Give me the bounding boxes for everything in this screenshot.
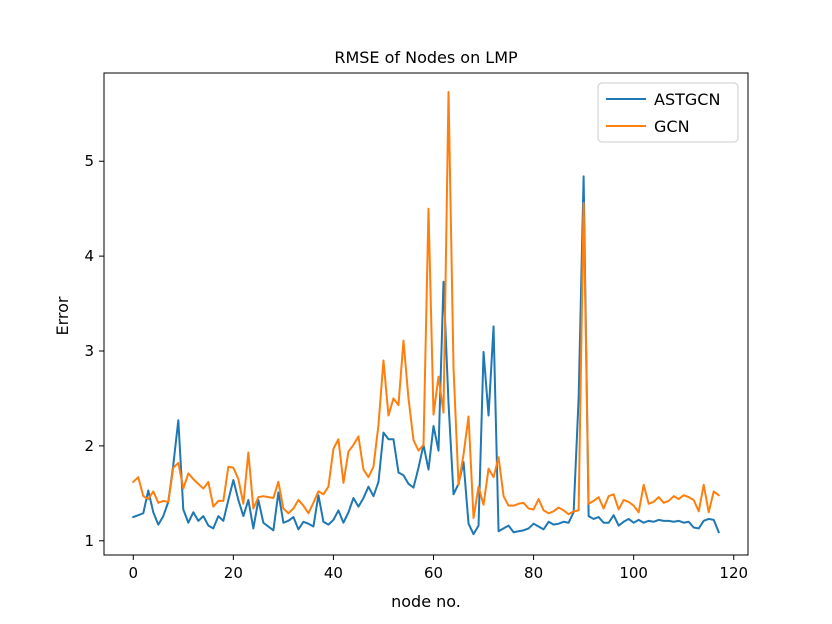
- y-tick-label: 1: [84, 532, 94, 550]
- y-tick-label: 4: [84, 247, 94, 265]
- y-tick-label: 3: [84, 342, 94, 360]
- legend-label-astgcn: ASTGCN: [654, 90, 720, 109]
- series-line-astgcn: [131, 175, 721, 536]
- chart-title: RMSE of Nodes on LMP: [334, 48, 518, 67]
- y-axis-label: Error: [53, 296, 72, 335]
- y-axis: 1 2 3 4 5: [84, 152, 104, 550]
- x-tick-label: 0: [128, 564, 138, 582]
- legend-box: [597, 82, 739, 143]
- x-tick-label: 100: [619, 564, 648, 582]
- plot-area: 0 20 40 60 80 100 120 1 2 3 4 5: [84, 72, 749, 582]
- x-tick-label: 40: [324, 564, 343, 582]
- x-tick-label: 120: [719, 564, 748, 582]
- x-axis-label: node no.: [391, 592, 461, 611]
- series-layer: [131, 90, 721, 536]
- x-tick-label: 80: [524, 564, 543, 582]
- y-tick-label: 5: [84, 152, 94, 170]
- y-tick-label: 2: [84, 437, 94, 455]
- x-tick-label: 20: [224, 564, 243, 582]
- series-line-gcn: [131, 90, 721, 519]
- x-axis: 0 20 40 60 80 100 120: [128, 555, 748, 582]
- legend-label-gcn: GCN: [654, 117, 690, 136]
- legend: ASTGCN GCN: [597, 82, 739, 143]
- axes-frame: [103, 72, 749, 556]
- x-tick-label: 60: [424, 564, 443, 582]
